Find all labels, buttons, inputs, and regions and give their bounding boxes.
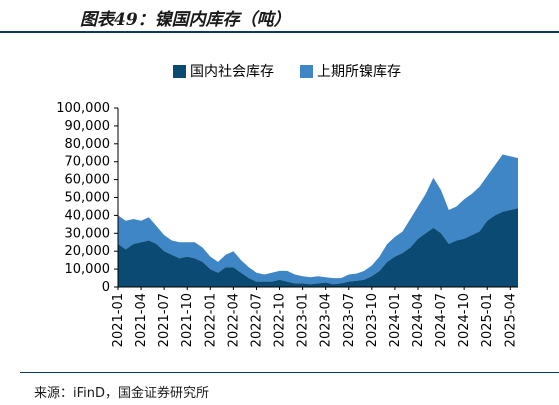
x-tick-label: 2025-01	[480, 293, 495, 347]
footer-divider	[20, 372, 559, 373]
x-tick-label: 2023-04	[319, 293, 334, 347]
x-tick-label: 2023-01	[296, 293, 311, 347]
x-tick-label: 2023-10	[365, 293, 380, 347]
x-tick-label: 2021-01	[111, 293, 126, 347]
stacked-area-chart: 0 10,000 20,000 30,000 40,000 50,000 60,000 70,…	[56, 101, 518, 347]
title-divider	[0, 31, 559, 33]
series-area-shfe-nickel-inventory	[118, 154, 518, 285]
source-note: 来源：iFinD，国金证券研究所	[34, 386, 210, 401]
y-tick-label: 20,000	[65, 244, 111, 259]
chart-legend: 国内社会库存 上期所镍库存	[0, 62, 559, 82]
x-tick-label: 2022-07	[250, 293, 265, 347]
series-area-domestic-social-inventory	[118, 208, 518, 287]
y-tick-label: 40,000	[65, 208, 111, 223]
x-tick-label: 2024-04	[411, 293, 426, 347]
legend-label-domestic-social-inventory: 国内社会库存	[190, 64, 274, 80]
x-tick-label: 2023-07	[342, 293, 357, 347]
x-tick-label: 2022-01	[203, 293, 218, 347]
y-tick-label: 30,000	[65, 226, 111, 241]
y-tick-label: 50,000	[65, 191, 111, 206]
legend-swatch-shfe-nickel-inventory	[300, 65, 313, 78]
legend-label-shfe-nickel-inventory: 上期所镍库存	[317, 64, 401, 80]
x-tick-label: 2021-10	[180, 293, 195, 347]
x-tick-label: 2022-10	[273, 293, 288, 347]
x-tick-label: 2025-04	[503, 293, 518, 347]
y-tick-label: 10,000	[65, 262, 111, 277]
x-tick-label: 2021-04	[134, 293, 149, 347]
header: 图表49：镍国内库存（吨）	[0, 0, 559, 34]
y-tick-label: 70,000	[65, 155, 111, 170]
y-tick-label: 100,000	[56, 101, 110, 116]
legend-swatch-domestic-social-inventory	[173, 65, 186, 78]
y-tick-label: 80,000	[65, 137, 111, 152]
chart-title: 图表49：镍国内库存（吨）	[80, 10, 291, 30]
x-tick-label: 2022-04	[226, 293, 241, 347]
x-tick-label: 2024-07	[434, 293, 449, 347]
x-tick-label: 2024-01	[388, 293, 403, 347]
x-tick-label: 2021-07	[157, 293, 172, 347]
y-tick-label: 60,000	[65, 173, 111, 188]
y-tick-label: 90,000	[65, 119, 111, 134]
y-tick-label: 0	[102, 280, 110, 295]
x-tick-label: 2024-10	[457, 293, 472, 347]
